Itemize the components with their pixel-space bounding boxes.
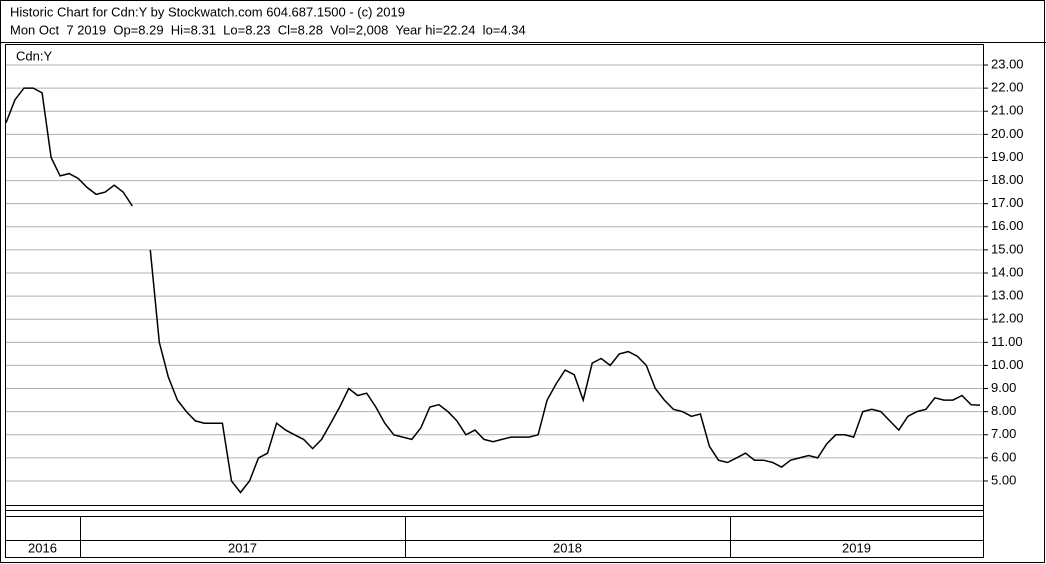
y-tick-label: 6.00	[991, 449, 1016, 464]
y-tick-label: 8.00	[991, 403, 1016, 418]
year-label: 2019	[842, 540, 871, 555]
year-label: 2016	[28, 540, 57, 555]
series-label: Cdn:Y	[16, 48, 52, 63]
chart-subtitle: Mon Oct 7 2019 Op=8.29 Hi=8.31 Lo=8.23 C…	[10, 22, 526, 37]
y-tick-label: 15.00	[991, 241, 1024, 256]
y-tick-label: 5.00	[991, 472, 1016, 487]
y-tick-label: 22.00	[991, 80, 1024, 95]
y-tick-label: 9.00	[991, 380, 1016, 395]
y-tick-label: 10.00	[991, 357, 1024, 372]
plot-frame	[5, 44, 984, 506]
year-label: 2017	[228, 540, 257, 555]
chart-title: Historic Chart for Cdn:Y by Stockwatch.c…	[10, 4, 405, 19]
y-tick-label: 21.00	[991, 103, 1024, 118]
y-tick-label: 7.00	[991, 426, 1016, 441]
y-tick-label: 23.00	[991, 56, 1024, 71]
y-tick-label: 18.00	[991, 172, 1024, 187]
y-tick-label: 14.00	[991, 264, 1024, 279]
y-tick-label: 13.00	[991, 288, 1024, 303]
y-tick-label: 16.00	[991, 218, 1024, 233]
y-tick-label: 19.00	[991, 149, 1024, 164]
year-label: 2018	[553, 540, 582, 555]
price-line	[5, 87, 981, 494]
y-tick-label: 11.00	[991, 334, 1023, 349]
y-tick-label: 17.00	[991, 195, 1024, 210]
y-tick-label: 20.00	[991, 126, 1024, 141]
y-tick-label: 12.00	[991, 311, 1024, 326]
